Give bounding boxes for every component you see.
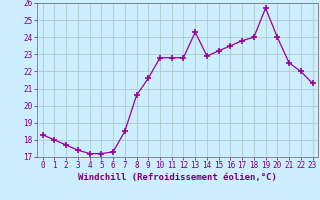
X-axis label: Windchill (Refroidissement éolien,°C): Windchill (Refroidissement éolien,°C) (78, 173, 277, 182)
